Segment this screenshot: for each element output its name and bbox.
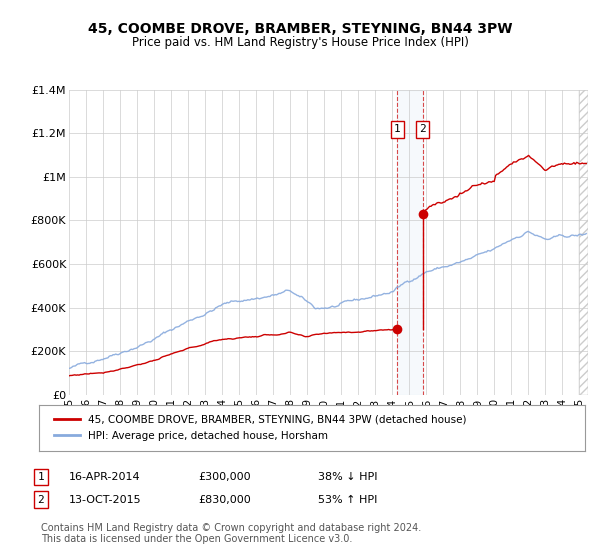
Text: Contains HM Land Registry data © Crown copyright and database right 2024.
This d: Contains HM Land Registry data © Crown c…	[41, 522, 421, 544]
Text: £830,000: £830,000	[198, 494, 251, 505]
Text: 13-OCT-2015: 13-OCT-2015	[69, 494, 142, 505]
Text: 38% ↓ HPI: 38% ↓ HPI	[318, 472, 377, 482]
Text: £300,000: £300,000	[198, 472, 251, 482]
Text: 16-APR-2014: 16-APR-2014	[69, 472, 140, 482]
Text: 1: 1	[394, 124, 401, 134]
Text: 45, COOMBE DROVE, BRAMBER, STEYNING, BN44 3PW: 45, COOMBE DROVE, BRAMBER, STEYNING, BN4…	[88, 22, 512, 36]
Bar	[397, 90, 423, 395]
Text: 53% ↑ HPI: 53% ↑ HPI	[318, 494, 377, 505]
Text: 2: 2	[37, 494, 44, 505]
Text: 2: 2	[419, 124, 426, 134]
Legend: 45, COOMBE DROVE, BRAMBER, STEYNING, BN44 3PW (detached house), HPI: Average pri: 45, COOMBE DROVE, BRAMBER, STEYNING, BN4…	[50, 410, 471, 445]
Text: 1: 1	[37, 472, 44, 482]
Text: Price paid vs. HM Land Registry's House Price Index (HPI): Price paid vs. HM Land Registry's House …	[131, 36, 469, 49]
